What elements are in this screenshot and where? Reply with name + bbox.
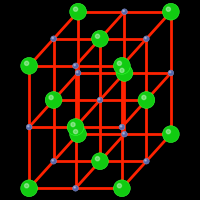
Circle shape	[114, 57, 130, 74]
Circle shape	[95, 34, 100, 38]
Circle shape	[67, 119, 84, 135]
Circle shape	[145, 37, 146, 39]
Circle shape	[49, 95, 53, 100]
Circle shape	[26, 124, 32, 130]
Circle shape	[92, 30, 108, 47]
Circle shape	[73, 185, 78, 191]
Circle shape	[76, 71, 78, 73]
Circle shape	[97, 97, 103, 103]
Circle shape	[114, 180, 130, 197]
Circle shape	[122, 131, 127, 137]
Circle shape	[95, 157, 100, 161]
Circle shape	[25, 184, 29, 188]
Circle shape	[145, 160, 146, 161]
Circle shape	[74, 64, 75, 66]
Circle shape	[117, 61, 121, 65]
Circle shape	[120, 68, 124, 73]
Circle shape	[138, 92, 155, 108]
Circle shape	[74, 187, 75, 188]
Circle shape	[73, 7, 78, 11]
Circle shape	[71, 122, 75, 127]
Circle shape	[52, 160, 53, 161]
Circle shape	[162, 3, 179, 20]
Circle shape	[70, 3, 86, 20]
Circle shape	[169, 71, 171, 73]
Circle shape	[123, 133, 124, 134]
Circle shape	[28, 125, 29, 127]
Circle shape	[70, 126, 86, 143]
Circle shape	[122, 9, 127, 15]
Circle shape	[73, 130, 78, 134]
Circle shape	[143, 36, 149, 42]
Circle shape	[116, 65, 133, 81]
Circle shape	[21, 57, 37, 74]
Circle shape	[123, 10, 124, 12]
Circle shape	[117, 184, 121, 188]
Circle shape	[45, 92, 62, 108]
Circle shape	[143, 158, 149, 164]
Circle shape	[142, 95, 146, 100]
Circle shape	[120, 125, 122, 127]
Circle shape	[73, 63, 78, 69]
Circle shape	[166, 130, 170, 134]
Circle shape	[21, 180, 37, 197]
Circle shape	[25, 61, 29, 65]
Circle shape	[162, 126, 179, 143]
Circle shape	[75, 70, 81, 76]
Circle shape	[51, 158, 57, 164]
Circle shape	[52, 37, 53, 39]
Circle shape	[119, 124, 125, 130]
Circle shape	[51, 36, 57, 42]
Circle shape	[98, 98, 100, 100]
Circle shape	[168, 70, 174, 76]
Circle shape	[166, 7, 170, 11]
Circle shape	[92, 153, 108, 170]
